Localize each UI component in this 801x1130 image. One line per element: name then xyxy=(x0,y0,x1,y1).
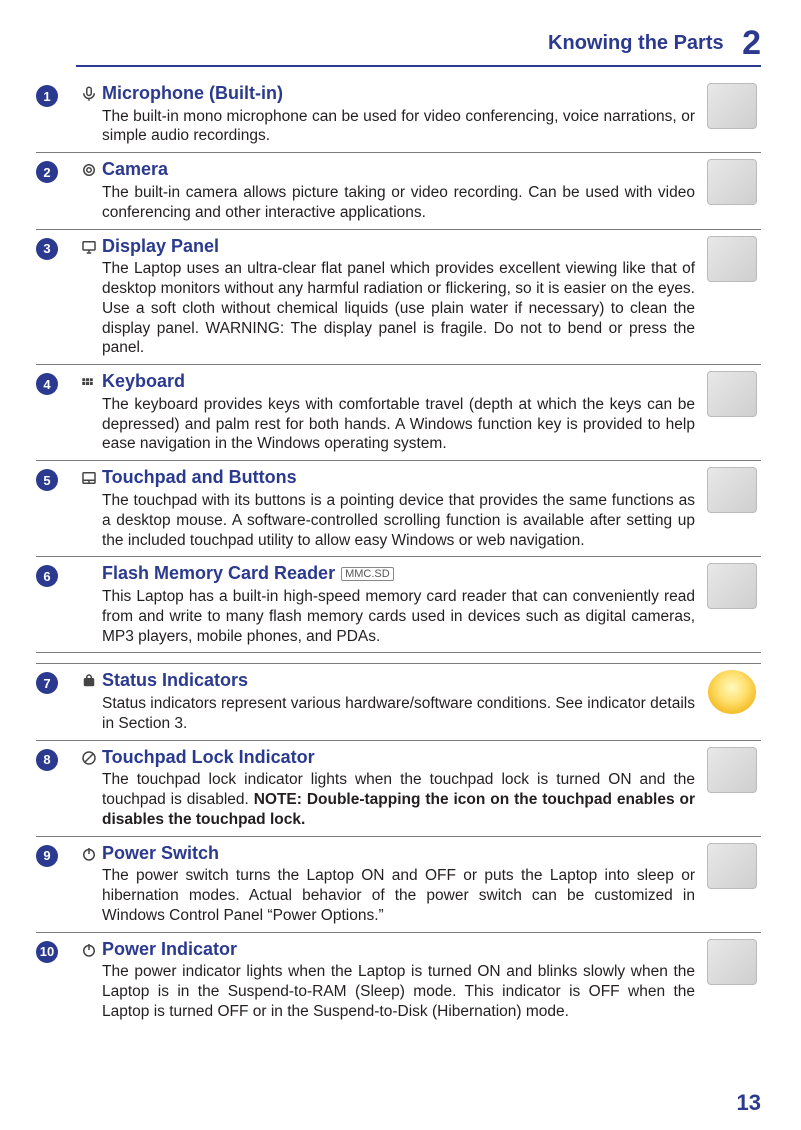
display-icon xyxy=(76,236,102,256)
part-item: 8 Touchpad Lock IndicatorThe touchpad loc… xyxy=(36,741,761,837)
item-number-badge: 3 xyxy=(36,238,58,260)
item-text: Power IndicatorThe power indicator light… xyxy=(102,939,703,1022)
item-description: The power switch turns the Laptop ON and… xyxy=(102,866,695,925)
item-description: The power indicator lights when the Lapt… xyxy=(102,962,695,1021)
thumbnail-hand xyxy=(707,843,757,889)
thumbnail-column xyxy=(703,939,761,985)
svg-text:A: A xyxy=(87,680,92,686)
item-description: Status indicators represent various hard… xyxy=(102,694,695,734)
item-number-badge: 2 xyxy=(36,161,58,183)
page-header: Knowing the Parts 2 xyxy=(76,24,761,67)
thumbnail-column xyxy=(703,371,761,417)
thumbnail-column xyxy=(703,747,761,793)
parts-list: 1 Microphone (Built-in)The built-in mono … xyxy=(36,77,761,1028)
badge-column: 7 xyxy=(36,670,76,694)
badge-column: 6 xyxy=(36,563,76,587)
badge-column: 9 xyxy=(36,843,76,867)
header-chapter: 2 xyxy=(742,24,761,62)
badge-column: 3 xyxy=(36,236,76,260)
lock-icon xyxy=(76,747,102,767)
item-text: Touchpad Lock IndicatorThe touchpad lock… xyxy=(102,747,703,830)
thumbnail-plain xyxy=(707,939,757,985)
page-number: 13 xyxy=(737,1090,761,1116)
item-number-badge: 6 xyxy=(36,565,58,587)
section-gap xyxy=(36,653,761,664)
item-description: The touchpad with its buttons is a point… xyxy=(102,491,695,550)
item-title: Touchpad Lock Indicator xyxy=(102,747,695,769)
thumbnail-camera xyxy=(707,159,757,205)
power-icon xyxy=(76,843,102,863)
thumbnail-plain xyxy=(707,747,757,793)
item-text: CameraThe built-in camera allows picture… xyxy=(102,159,703,222)
item-number-badge: 10 xyxy=(36,941,58,963)
thumbnail-mic xyxy=(707,83,757,129)
thumbnail-column xyxy=(703,236,761,282)
part-item: 5 Touchpad and ButtonsThe touchpad with i… xyxy=(36,461,761,557)
thumbnail-column xyxy=(703,467,761,513)
badge-column: 5 xyxy=(36,467,76,491)
item-description: The built-in mono microphone can be used… xyxy=(102,107,695,147)
blank-icon xyxy=(76,563,102,565)
thumbnail-column xyxy=(703,563,761,609)
thumbnail-display xyxy=(707,236,757,282)
thumbnail-column xyxy=(703,843,761,889)
badge-column: 4 xyxy=(36,371,76,395)
thumbnail-keyboard xyxy=(707,371,757,417)
item-title: Display Panel xyxy=(102,236,695,258)
keyboard-icon xyxy=(76,371,102,391)
mic-icon xyxy=(76,83,102,103)
item-title: Status Indicators xyxy=(102,670,695,692)
part-item: 6 Flash Memory Card ReaderMMC.SDThis Lapt… xyxy=(36,557,761,653)
item-text: Flash Memory Card ReaderMMC.SDThis Lapto… xyxy=(102,563,703,646)
power-icon xyxy=(76,939,102,959)
part-item: 10 Power IndicatorThe power indicator lig… xyxy=(36,933,761,1028)
item-title: Touchpad and Buttons xyxy=(102,467,695,489)
header-title: Knowing the Parts xyxy=(548,32,724,54)
item-number-badge: 8 xyxy=(36,749,58,771)
part-item: 1 Microphone (Built-in)The built-in mono … xyxy=(36,77,761,153)
item-description: The Laptop uses an ultra-clear flat pane… xyxy=(102,259,695,358)
thumbnail-cards xyxy=(707,563,757,609)
item-title: Power Switch xyxy=(102,843,695,865)
item-text: Display PanelThe Laptop uses an ultra-cl… xyxy=(102,236,703,359)
item-number-badge: 7 xyxy=(36,672,58,694)
item-title: Camera xyxy=(102,159,695,181)
item-description: The built-in camera allows picture takin… xyxy=(102,183,695,223)
badge-column: 1 xyxy=(36,83,76,107)
camera-icon xyxy=(76,159,102,179)
item-number-badge: 4 xyxy=(36,373,58,395)
item-description: The keyboard provides keys with comforta… xyxy=(102,395,695,454)
item-number-badge: 9 xyxy=(36,845,58,867)
part-item: 2 CameraThe built-in camera allows pictur… xyxy=(36,153,761,229)
item-text: Status IndicatorsStatus indicators repre… xyxy=(102,670,703,733)
item-description: The touchpad lock indicator lights when … xyxy=(102,770,695,829)
badge-column: 2 xyxy=(36,159,76,183)
item-title: Flash Memory Card ReaderMMC.SD xyxy=(102,563,695,585)
item-number-badge: 5 xyxy=(36,469,58,491)
thumbnail-column xyxy=(703,670,761,714)
thumbnail-column xyxy=(703,83,761,129)
thumbnail-column xyxy=(703,159,761,205)
part-item: 3 Display PanelThe Laptop uses an ultra-c… xyxy=(36,230,761,366)
item-text: KeyboardThe keyboard provides keys with … xyxy=(102,371,703,454)
part-item: 9 Power SwitchThe power switch turns the … xyxy=(36,837,761,933)
item-text: Touchpad and ButtonsThe touchpad with it… xyxy=(102,467,703,550)
touchpad-icon xyxy=(76,467,102,487)
part-item: 7 A Status IndicatorsStatus indicators rep… xyxy=(36,664,761,740)
item-text: Power SwitchThe power switch turns the L… xyxy=(102,843,703,926)
thumbnail-bulb xyxy=(708,670,756,714)
item-text: Microphone (Built-in)The built-in mono m… xyxy=(102,83,703,146)
manual-page: Knowing the Parts 2 1 Microphone (Built-i… xyxy=(0,0,801,1130)
badge-column: 8 xyxy=(36,747,76,771)
item-number-badge: 1 xyxy=(36,85,58,107)
title-suffix: MMC.SD xyxy=(341,567,394,581)
item-description: This Laptop has a built-in high-speed me… xyxy=(102,587,695,646)
item-title: Microphone (Built-in) xyxy=(102,83,695,105)
item-title: Keyboard xyxy=(102,371,695,393)
thumbnail-hand xyxy=(707,467,757,513)
badge-column: 10 xyxy=(36,939,76,963)
status-icon: A xyxy=(76,670,102,690)
part-item: 4 KeyboardThe keyboard provides keys with… xyxy=(36,365,761,461)
item-title: Power Indicator xyxy=(102,939,695,961)
